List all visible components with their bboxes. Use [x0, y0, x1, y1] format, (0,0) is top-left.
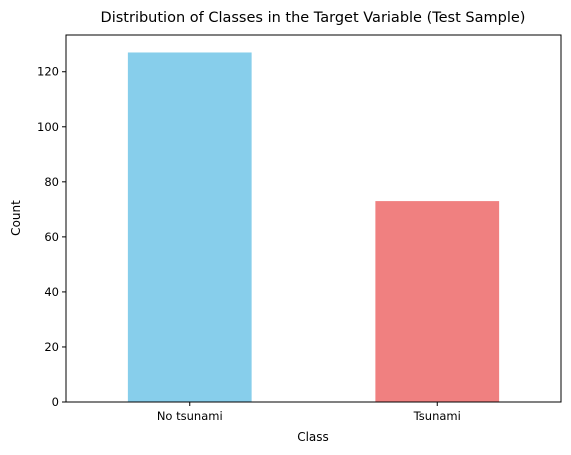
- bar-tsunami: [375, 201, 500, 402]
- y-tick-label: 60: [44, 230, 59, 244]
- y-tick-label: 80: [44, 175, 59, 189]
- x-tick-label: No tsunami: [157, 409, 223, 423]
- y-tick-label: 0: [52, 395, 59, 409]
- x-tick-label: Tsunami: [413, 409, 461, 423]
- x-axis-label: Class: [297, 430, 329, 444]
- bars-layer: [127, 52, 500, 402]
- y-tick-label: 100: [37, 120, 59, 134]
- plot-frame: [65, 34, 562, 403]
- y-axis-label: Count: [9, 200, 23, 236]
- y-axis-ticks: 0 20 40 60 80 100 120: [37, 65, 66, 409]
- y-tick-label: 40: [44, 285, 59, 299]
- y-tick-label: 20: [44, 340, 59, 354]
- y-tick-label: 120: [37, 65, 59, 79]
- x-axis-ticks: No tsunami Tsunami: [157, 402, 461, 423]
- chart-title: Distribution of Classes in the Target Va…: [101, 10, 526, 26]
- bar-no-tsunami: [127, 52, 252, 402]
